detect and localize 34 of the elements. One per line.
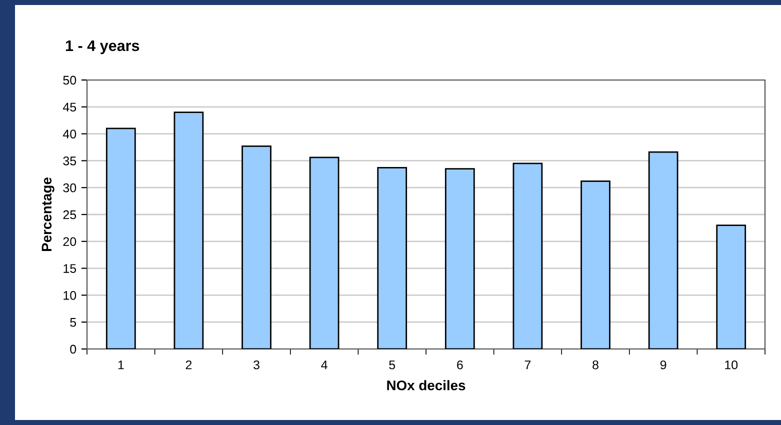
bar — [580, 180, 610, 349]
x-tick-label: 2 — [186, 360, 192, 370]
y-tick-label: 5 — [70, 318, 76, 327]
y-tick-label: 35 — [63, 156, 76, 166]
y-tick-label: 50 — [63, 76, 76, 85]
x-tick-label: 6 — [457, 360, 463, 370]
y-tick-label: 10 — [64, 291, 76, 300]
x-tick-label: 10 — [725, 360, 738, 370]
x-tick-label: 8 — [592, 360, 598, 370]
x-tick-label: 3 — [254, 360, 260, 370]
bar — [174, 112, 204, 349]
bar — [377, 167, 408, 349]
bar — [444, 168, 475, 349]
y-tick-label: 30 — [63, 183, 76, 192]
y-tick-label: 20 — [63, 237, 76, 246]
y-tick-label: 25 — [63, 210, 76, 220]
bar — [512, 162, 543, 349]
x-tick-label: 9 — [660, 360, 666, 370]
bar — [716, 224, 746, 349]
y-tick-label: 45 — [62, 102, 76, 112]
bar — [242, 145, 272, 349]
x-tick-label: 4 — [321, 360, 328, 370]
x-tick-label: 5 — [389, 360, 396, 370]
y-tick-label: 15 — [64, 264, 76, 273]
y-axis-title: Percentage — [42, 178, 54, 252]
bar — [106, 128, 136, 349]
chart-title: 1 - 4 years — [66, 40, 140, 54]
bar — [309, 156, 340, 349]
x-axis-title: NOx deciles — [387, 380, 466, 390]
bar — [648, 151, 678, 349]
x-tick-label: 1 — [118, 360, 124, 370]
x-tick-label: 7 — [524, 360, 531, 370]
y-tick-label: 0 — [70, 344, 76, 354]
y-tick-label: 40 — [62, 130, 76, 138]
